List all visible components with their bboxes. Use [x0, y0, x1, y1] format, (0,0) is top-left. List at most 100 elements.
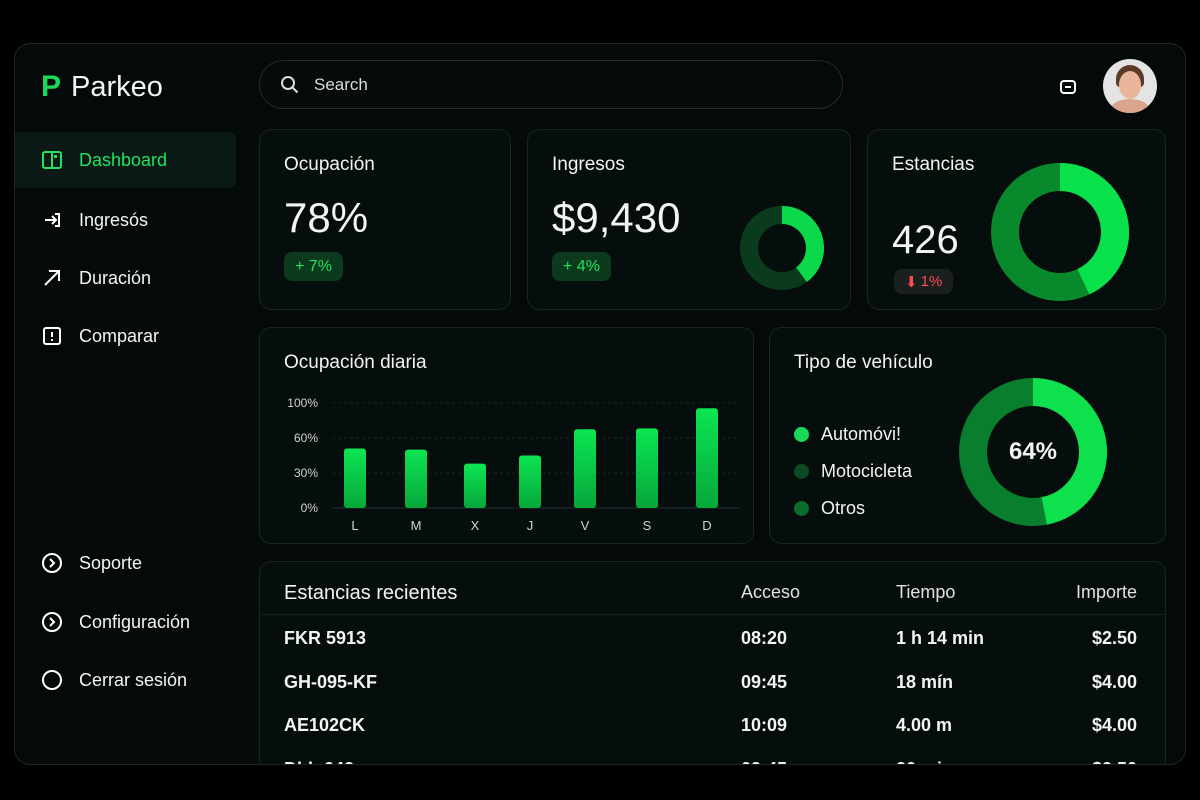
amount: $4.00 — [1091, 671, 1137, 692]
estancias-donut — [991, 163, 1129, 301]
minus-square-icon[interactable] — [1059, 78, 1077, 96]
table-row[interactable]: FKR 5913 08:20 1 h 14 min $2.50 — [260, 628, 1165, 654]
bar[interactable] — [696, 408, 718, 508]
access-time: 08:20 — [741, 628, 788, 648]
alert-square-icon — [43, 327, 61, 345]
search-icon — [281, 75, 299, 93]
donut-segment-main — [781, 206, 824, 282]
app-name: Parkeo — [71, 70, 163, 103]
bar[interactable] — [574, 429, 596, 508]
kpi-value: 78% — [284, 194, 369, 241]
vehicle-donut — [959, 378, 1107, 526]
sidebar-item-dashboard[interactable]: Dashboard — [15, 132, 236, 188]
divider — [260, 614, 1165, 615]
chevron-circle-icon — [42, 553, 62, 573]
table-row[interactable]: AE102CK 10:09 4.00 m $4.00 — [260, 715, 1165, 741]
chart-card-tipo-vehiculo: Tipo de vehículo Automóvi! Motocicleta O… — [769, 327, 1166, 544]
logo-icon: P — [41, 70, 62, 103]
chevron-circle-icon — [42, 612, 62, 632]
chart-card-ocupacion-diaria: Ocupación diaria 0% 30% 60% 100% L M X J V S D — [259, 327, 754, 544]
bar[interactable] — [636, 428, 658, 508]
sidebar-item-label: Comparar — [79, 325, 160, 346]
change-value: 1% — [920, 273, 943, 290]
sidebar-item-cerrar-sesion[interactable]: Cerrar sesión — [15, 652, 236, 708]
sidebar-item-duracion[interactable]: Duración — [15, 250, 236, 306]
legend-label: Automóvi! — [821, 424, 902, 444]
sidebar-item-label: Dashboard — [79, 149, 168, 170]
legend-dot — [794, 427, 809, 442]
avatar[interactable] — [1103, 59, 1157, 113]
change-badge: + 7% — [284, 252, 343, 281]
access-time: 09:45 — [741, 671, 788, 692]
arrow-up-right-icon — [44, 270, 60, 286]
y-tick-label: 60% — [294, 431, 318, 445]
arrow-down-icon: ⬇ — [905, 273, 918, 291]
card-title: Ingresos — [552, 154, 625, 175]
amount: $4.00 — [1091, 715, 1137, 735]
legend-dot — [794, 501, 809, 516]
column-header: Importe — [1075, 582, 1137, 602]
amount: $2.50 — [1092, 759, 1137, 765]
kpi-card-ocupacion: Ocupación 78% + 7% — [259, 129, 511, 310]
legend-dot — [794, 464, 809, 479]
legend-label: Otros — [821, 498, 866, 518]
access-time: 10:09 — [741, 715, 788, 735]
plate: FKR 5913 — [284, 628, 367, 648]
amount: $2.50 — [1091, 628, 1137, 648]
sidebar-item-label: Ingresós — [79, 209, 149, 230]
legend-label: Motocicleta — [821, 461, 913, 481]
x-tick-label: S — [643, 518, 652, 533]
sidebar-item-configuracion[interactable]: Configuración — [15, 594, 236, 650]
table-row[interactable]: Dhb 043 09:45 20 min $2.50 — [260, 759, 1165, 765]
search-input[interactable] — [314, 74, 794, 95]
dashboard-icon — [42, 151, 62, 169]
access-time: 09:45 — [741, 759, 787, 765]
table-title: Estancias recientes — [284, 582, 458, 604]
card-title: Ocupación — [284, 154, 375, 175]
sidebar-item-comparar[interactable]: Comparar — [15, 308, 236, 364]
app-window: P Parkeo Dashboard Ingresós Duración Com… — [14, 43, 1186, 765]
y-tick-label: 100% — [287, 396, 318, 410]
kpi-card-estancias: Estancias 426 ⬇ 1% — [867, 129, 1166, 310]
sidebar-item-soporte[interactable]: Soporte — [15, 535, 236, 591]
plate: AE102CK — [284, 715, 366, 735]
y-tick-label: 0% — [301, 501, 319, 515]
chart-title: Ocupación diaria — [284, 352, 427, 373]
circle-icon — [42, 670, 62, 690]
x-tick-label: D — [702, 518, 711, 533]
legend-item: Motocicleta — [794, 461, 912, 482]
sidebar-item-ingresos[interactable]: Ingresós — [15, 192, 236, 248]
ingresos-donut — [740, 206, 824, 290]
bar[interactable] — [405, 449, 427, 508]
card-title: Estancias — [892, 154, 975, 175]
x-tick-label: J — [527, 518, 534, 533]
y-tick-label: 30% — [294, 466, 318, 480]
duration: 18 mín — [896, 671, 954, 692]
table-row[interactable]: GH-095-KF 09:45 18 mín $4.00 — [260, 672, 1165, 698]
column-header: Acceso — [741, 582, 801, 602]
x-tick-label: X — [471, 518, 480, 533]
x-tick-label: V — [581, 518, 590, 533]
donut-segment-main — [1059, 163, 1129, 295]
sidebar-item-label: Soporte — [79, 552, 143, 573]
legend-item: Otros — [794, 498, 865, 519]
kpi-value: $9,430 — [552, 194, 681, 241]
logo[interactable]: P Parkeo — [41, 70, 163, 104]
bar[interactable] — [519, 455, 541, 509]
bar[interactable] — [344, 448, 366, 509]
chart-title: Tipo de vehículo — [794, 352, 933, 373]
change-badge: ⬇ 1% — [894, 269, 954, 294]
bar[interactable] — [464, 463, 486, 508]
sidebar-item-label: Configuración — [79, 611, 191, 632]
sidebar-item-label: Cerrar sesión — [79, 669, 188, 690]
login-icon — [45, 213, 60, 227]
search-bar[interactable] — [259, 60, 843, 109]
duration: 4.00 m — [896, 715, 953, 735]
plate: GH-095-KF — [284, 671, 378, 692]
column-header: Tiempo — [896, 582, 956, 602]
sidebar-item-label: Duración — [79, 267, 152, 288]
plate: Dhb 043 — [284, 759, 354, 765]
bar-chart: 0% 30% 60% 100% L M X J V S D — [287, 396, 740, 533]
donut-center-label: 64% — [1008, 438, 1058, 465]
x-tick-label: M — [411, 518, 422, 533]
